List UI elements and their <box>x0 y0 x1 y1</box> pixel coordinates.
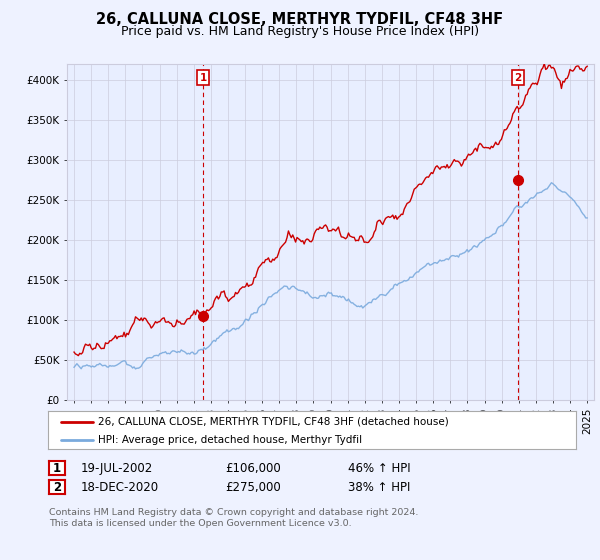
Text: 26, CALLUNA CLOSE, MERTHYR TYDFIL, CF48 3HF (detached house): 26, CALLUNA CLOSE, MERTHYR TYDFIL, CF48 … <box>98 417 449 427</box>
Text: 1: 1 <box>53 461 61 475</box>
Text: 19-JUL-2002: 19-JUL-2002 <box>81 461 153 475</box>
Text: 26, CALLUNA CLOSE, MERTHYR TYDFIL, CF48 3HF: 26, CALLUNA CLOSE, MERTHYR TYDFIL, CF48 … <box>97 12 503 27</box>
Text: 1: 1 <box>199 73 206 83</box>
Text: 38% ↑ HPI: 38% ↑ HPI <box>348 480 410 494</box>
Text: 46% ↑ HPI: 46% ↑ HPI <box>348 461 410 475</box>
Text: 18-DEC-2020: 18-DEC-2020 <box>81 480 159 494</box>
Text: £275,000: £275,000 <box>225 480 281 494</box>
Text: 2: 2 <box>514 73 521 83</box>
Text: HPI: Average price, detached house, Merthyr Tydfil: HPI: Average price, detached house, Mert… <box>98 435 362 445</box>
Text: Contains HM Land Registry data © Crown copyright and database right 2024.
This d: Contains HM Land Registry data © Crown c… <box>49 508 419 528</box>
Text: Price paid vs. HM Land Registry's House Price Index (HPI): Price paid vs. HM Land Registry's House … <box>121 25 479 38</box>
Text: 2: 2 <box>53 480 61 494</box>
Text: £106,000: £106,000 <box>225 461 281 475</box>
